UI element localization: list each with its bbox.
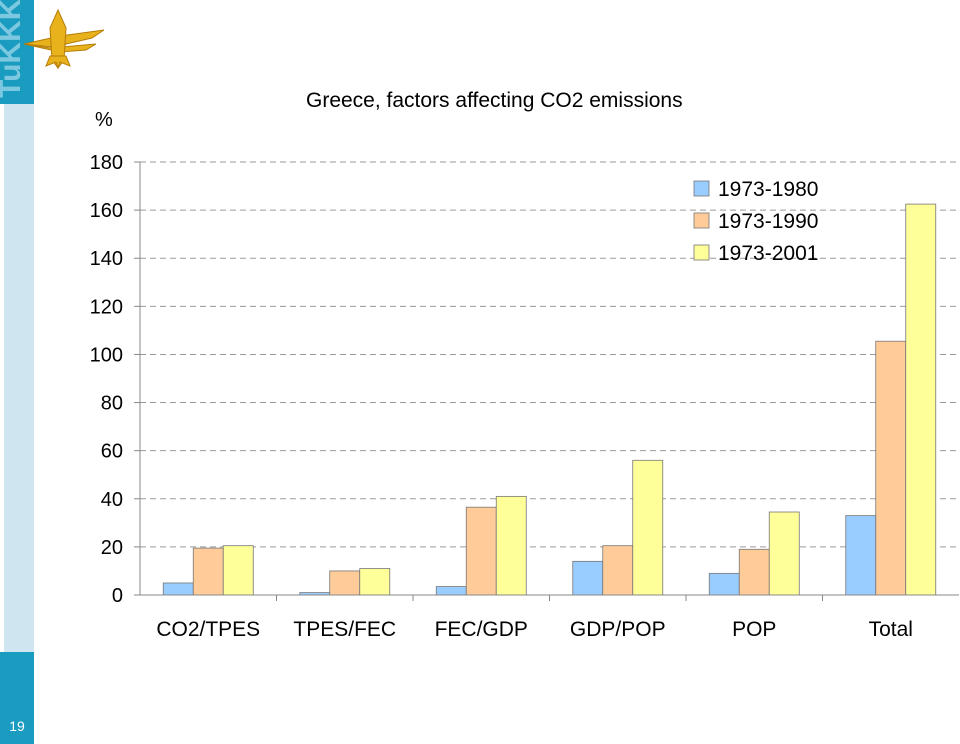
legend-swatch	[693, 180, 710, 197]
bar	[768, 511, 800, 596]
bar	[905, 203, 937, 596]
organization-logo: TuKKK	[0, 0, 105, 104]
y-axis-label: %	[95, 109, 113, 131]
x-tick-label: TPES/FEC	[293, 618, 396, 641]
bar	[738, 548, 770, 596]
emblem-icon	[23, 8, 105, 70]
bar	[708, 572, 740, 596]
bar	[602, 545, 634, 596]
y-tick-label: 120	[90, 296, 123, 318]
axes	[139, 162, 959, 601]
bar	[572, 560, 604, 596]
legend: 1973-1980 1973-1990 1973-2001	[693, 178, 818, 265]
y-tick-label: 80	[101, 393, 123, 415]
bar	[359, 568, 391, 596]
y-tick-label: 180	[90, 152, 123, 174]
legend-swatch	[693, 244, 710, 261]
bar	[435, 586, 467, 596]
x-tick-label: Total	[869, 618, 913, 641]
legend-label: 1973-2001	[718, 242, 818, 265]
gridlines	[140, 161, 959, 548]
legend-label: 1973-1990	[718, 210, 818, 233]
x-tick-label: CO2/TPES	[156, 618, 260, 641]
bar	[845, 515, 877, 596]
sidebar-band-bottom	[0, 652, 34, 744]
y-tick-label: 20	[101, 537, 123, 559]
bars	[162, 203, 937, 596]
x-axis-labels: CO2/TPES TPES/FEC FEC/GDP GDP/POP POP Total	[156, 618, 913, 641]
bar	[222, 545, 254, 596]
x-tick-label: FEC/GDP	[435, 618, 528, 641]
page-number: 19	[9, 718, 25, 734]
y-tick-label: 100	[90, 344, 123, 366]
bar	[192, 547, 224, 596]
legend-label: 1973-1980	[718, 178, 818, 201]
bar	[162, 582, 194, 596]
y-tick-label: 60	[101, 441, 123, 463]
y-tick-label: 140	[90, 248, 123, 270]
bar	[632, 459, 664, 596]
sidebar-band-middle	[4, 104, 34, 652]
y-tick-label: 0	[112, 585, 123, 607]
bar	[495, 495, 527, 596]
bar	[329, 570, 361, 596]
y-tick-label: 40	[101, 489, 123, 511]
bar	[465, 506, 497, 596]
legend-swatch	[693, 212, 710, 229]
chart-title: Greece, factors affecting CO2 emissions	[306, 89, 683, 112]
y-axis-ticks: 0 20 40 60 80 100 120 140 160 180	[90, 152, 140, 607]
logo-text: TuKKK	[0, 0, 27, 98]
y-tick-label: 160	[90, 200, 123, 222]
x-tick-label: POP	[732, 618, 776, 641]
x-tick-label: GDP/POP	[570, 618, 666, 641]
bar	[875, 340, 907, 596]
